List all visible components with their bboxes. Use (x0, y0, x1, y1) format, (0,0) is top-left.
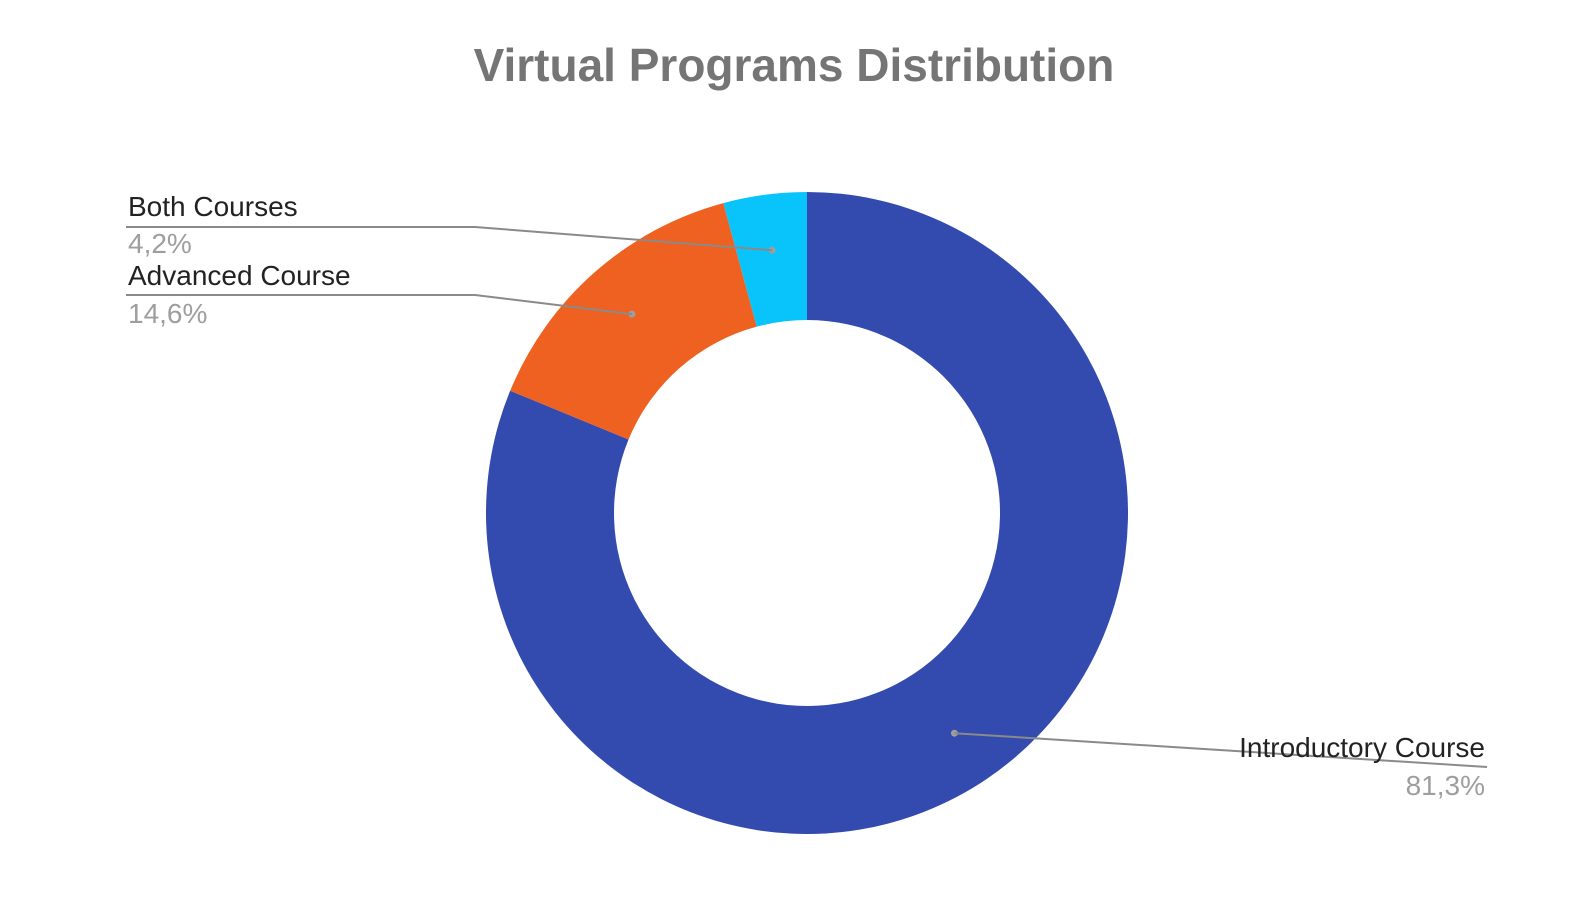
chart-title: Virtual Programs Distribution (473, 39, 1115, 91)
slice-introductory-course (485, 192, 1128, 835)
leader-line-both-courses (126, 226, 773, 252)
label-group: Introductory Course 81,3% Advanced Course 1… (126, 191, 1488, 801)
slice-label-introductory-course: Introductory Course (1239, 732, 1485, 763)
slice-label-advanced-course: Advanced Course (128, 260, 351, 291)
slice-value-advanced-course: 14,6% (128, 298, 207, 329)
leader-line-advanced-course (126, 294, 633, 316)
leader-line-introductory-course (954, 732, 1488, 768)
slice-value-introductory-course: 81,3% (1406, 770, 1485, 801)
slice-value-both-courses: 4,2% (128, 228, 192, 259)
slice-label-both-courses: Both Courses (128, 191, 298, 222)
slice-both-courses (723, 192, 807, 327)
slice-group (485, 192, 1128, 835)
slice-advanced-course (510, 203, 757, 440)
